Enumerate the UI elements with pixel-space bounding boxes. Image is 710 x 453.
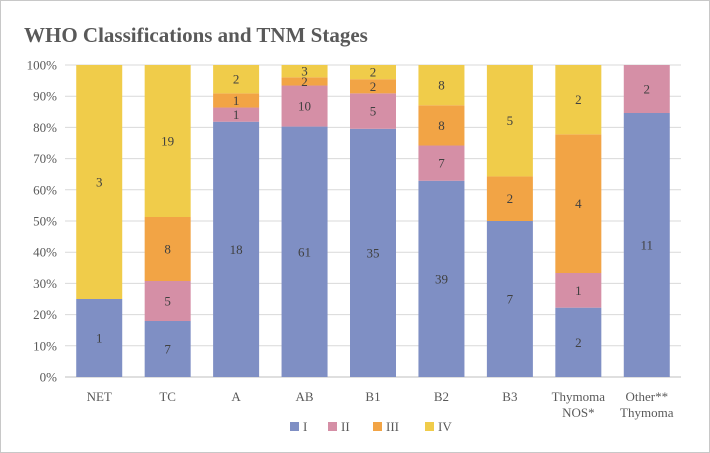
bar-segment [418, 180, 465, 377]
bar-segment [350, 128, 396, 377]
data-label: 5 [164, 294, 171, 309]
bar-segment [144, 65, 191, 217]
data-label: 1 [575, 283, 582, 298]
chart-title: WHO Classifications and TNM Stages [24, 23, 368, 47]
bar-segment [281, 77, 328, 86]
bar-segment [213, 93, 260, 108]
bar-segment [76, 299, 123, 377]
data-label: 8 [438, 78, 445, 93]
data-label: 2 [644, 82, 651, 97]
bar-segment [555, 307, 602, 377]
data-label: 2 [370, 65, 377, 80]
bar-segment [486, 65, 533, 177]
data-label: 1 [233, 93, 240, 108]
bar-segment [144, 281, 191, 321]
data-label: 4 [575, 196, 582, 211]
bar-segment [418, 105, 465, 146]
y-tick-label: 70% [33, 151, 57, 166]
data-label: 2 [370, 79, 377, 94]
bar-segment [555, 65, 602, 135]
x-tick-label: Thymoma [620, 405, 674, 420]
data-label: 8 [164, 242, 171, 257]
x-tick-label: B1 [365, 389, 380, 404]
data-label: 5 [507, 113, 514, 128]
bar-segment [281, 126, 328, 377]
data-label: 1 [96, 331, 103, 346]
bar-segment [144, 321, 191, 377]
data-label: 3 [301, 64, 308, 79]
data-label: 2 [301, 74, 308, 89]
x-tick-label: B3 [502, 389, 517, 404]
bar-segment [486, 176, 533, 221]
x-tick-label: A [231, 389, 241, 404]
y-tick-label: 10% [33, 338, 57, 353]
y-tick-label: 40% [33, 245, 57, 260]
x-tick-label: TC [159, 389, 176, 404]
data-label: 1 [233, 107, 240, 122]
bar-segment [213, 121, 260, 378]
bar-segment [144, 217, 191, 281]
y-tick-label: 0% [40, 370, 58, 385]
data-label: 2 [575, 335, 582, 350]
legend-swatch [425, 422, 434, 431]
bar-segment [281, 85, 328, 127]
bar-segment [555, 134, 602, 273]
legend-label: II [341, 419, 350, 434]
legend-swatch [373, 422, 382, 431]
data-label: 7 [507, 292, 514, 307]
bar-segment [418, 65, 465, 106]
data-label: 5 [370, 104, 377, 119]
y-tick-label: 20% [33, 307, 57, 322]
bar-segment [213, 65, 260, 94]
x-tick-label: NET [87, 389, 112, 404]
data-label: 10 [298, 99, 311, 114]
data-label: 19 [161, 134, 174, 149]
legend-swatch [290, 422, 299, 431]
data-label: 7 [438, 156, 445, 171]
data-label: 61 [298, 244, 311, 259]
y-axis-tick-labels: 0% 10% 20% 30% 40% 50% 60% 70% 80% 90% 100% [27, 58, 58, 385]
bar-segment [555, 273, 602, 308]
bar-segment [281, 65, 328, 78]
bar-segment [350, 79, 396, 94]
legend-label: I [303, 419, 307, 434]
data-label: 2 [233, 72, 240, 87]
bar-segment [76, 65, 123, 299]
x-tick-label: Thymoma [552, 389, 606, 404]
data-label: 18 [230, 242, 243, 257]
bar-segment [486, 221, 533, 377]
bar-segment [418, 145, 465, 181]
bar-segment [213, 107, 260, 122]
bar-segment [623, 113, 670, 377]
y-tick-label: 60% [33, 182, 57, 197]
data-label: 35 [367, 245, 380, 260]
x-tick-label: Other** [625, 389, 668, 404]
legend: I II III IV [290, 419, 452, 434]
legend-swatch [328, 422, 337, 431]
legend-label: IV [438, 419, 452, 434]
y-tick-label: 100% [27, 58, 58, 73]
y-tick-label: 90% [33, 89, 57, 104]
y-tick-label: 30% [33, 276, 57, 291]
data-label: 3 [96, 175, 103, 190]
data-label: 2 [575, 92, 582, 107]
data-label: 39 [435, 271, 448, 286]
bar-segment [623, 65, 670, 113]
data-label: 7 [164, 342, 171, 357]
bar-segment [350, 93, 396, 129]
bar-segment [350, 65, 396, 80]
x-tick-label: NOS* [562, 405, 595, 420]
data-label: 2 [507, 191, 514, 206]
data-label: 8 [438, 118, 445, 133]
y-tick-label: 50% [33, 214, 57, 229]
legend-label: III [386, 419, 399, 434]
x-tick-label: B2 [434, 389, 449, 404]
y-tick-label: 80% [33, 120, 57, 135]
data-label: 11 [641, 238, 654, 253]
x-tick-label: AB [296, 389, 314, 404]
